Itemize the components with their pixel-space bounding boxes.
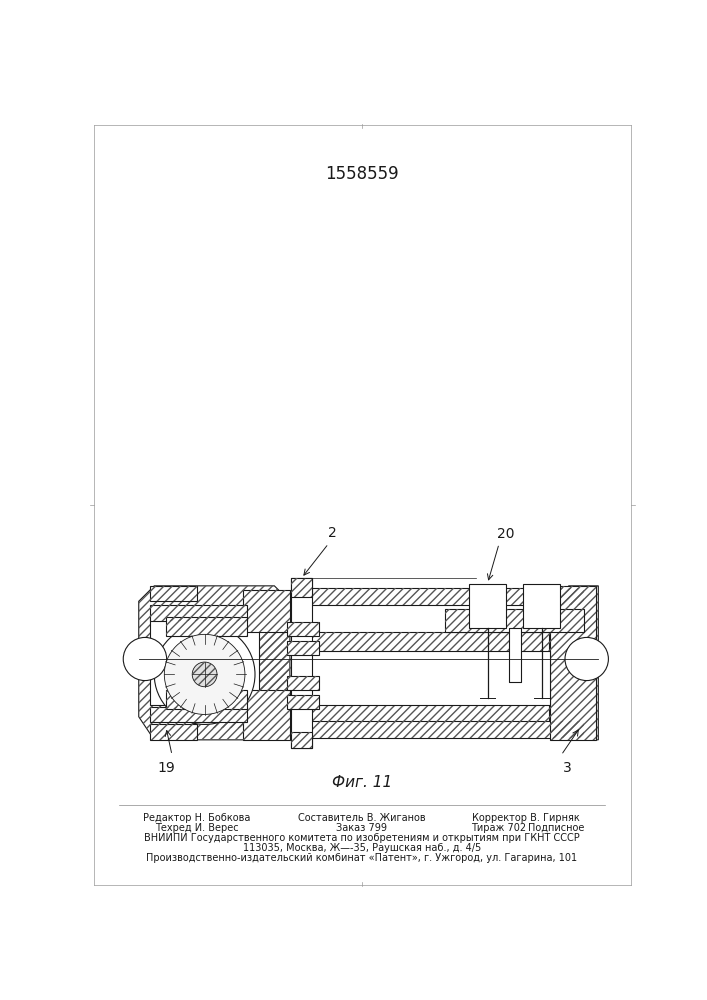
Bar: [287, 676, 320, 690]
Bar: [523, 584, 561, 628]
Bar: [291, 578, 312, 597]
Text: 1558559: 1558559: [325, 165, 399, 183]
Bar: [151, 724, 197, 740]
Bar: [291, 732, 312, 748]
Bar: [166, 690, 247, 709]
Bar: [151, 605, 247, 620]
Bar: [243, 590, 290, 632]
Text: 20: 20: [496, 527, 514, 541]
Text: Корректор В. Гирняк: Корректор В. Гирняк: [472, 813, 580, 823]
Bar: [287, 695, 320, 709]
Bar: [151, 707, 247, 722]
Circle shape: [192, 662, 217, 687]
Circle shape: [565, 637, 609, 681]
Bar: [243, 590, 290, 632]
Text: Заказ 799: Заказ 799: [337, 823, 387, 833]
Bar: [166, 617, 247, 636]
Bar: [151, 586, 197, 601]
Bar: [243, 690, 290, 740]
Bar: [287, 622, 320, 636]
Bar: [298, 721, 585, 738]
Bar: [151, 724, 197, 740]
Text: Тираж 702: Тираж 702: [471, 823, 526, 833]
Text: Производственно-издательский комбинат «Патент», г. Ужгород, ул. Гагарина, 101: Производственно-издательский комбинат «П…: [146, 853, 578, 863]
Polygon shape: [549, 586, 598, 740]
Bar: [287, 641, 320, 655]
Bar: [287, 622, 320, 636]
Bar: [287, 695, 320, 709]
Bar: [151, 707, 247, 722]
Bar: [445, 609, 585, 632]
Text: Редактор Н. Бобкова: Редактор Н. Бобкова: [144, 813, 250, 823]
Bar: [291, 732, 312, 748]
Bar: [445, 609, 585, 632]
Text: Составитель В. Жиганов: Составитель В. Жиганов: [298, 813, 426, 823]
Bar: [291, 578, 312, 597]
Circle shape: [164, 634, 245, 714]
Bar: [291, 578, 312, 748]
Text: Подписное: Подписное: [528, 823, 585, 833]
Bar: [209, 632, 585, 728]
Text: 2: 2: [328, 526, 337, 540]
Text: Фиг. 11: Фиг. 11: [332, 775, 392, 790]
Bar: [549, 586, 596, 740]
Bar: [166, 690, 247, 709]
Text: 19: 19: [157, 761, 175, 775]
Bar: [287, 676, 320, 690]
Bar: [509, 628, 521, 682]
Bar: [549, 586, 596, 740]
Bar: [243, 690, 290, 740]
Text: 3: 3: [563, 761, 572, 775]
Bar: [166, 617, 247, 636]
Bar: [209, 632, 585, 728]
Bar: [298, 588, 585, 605]
Circle shape: [154, 624, 255, 724]
Circle shape: [123, 637, 167, 681]
Text: Техред И. Верес: Техред И. Верес: [155, 823, 239, 833]
Text: 113035, Москва, Ж—-35, Раушская наб., д. 4/5: 113035, Москва, Ж—-35, Раушская наб., д.…: [243, 843, 481, 853]
Polygon shape: [139, 586, 290, 740]
Bar: [298, 721, 585, 738]
Bar: [151, 617, 259, 705]
Bar: [469, 584, 506, 628]
Bar: [287, 641, 320, 655]
Bar: [298, 588, 585, 605]
Bar: [301, 651, 549, 705]
Bar: [151, 605, 247, 620]
Text: ВНИИПИ Государственного комитета по изобретениям и открытиям при ГКНТ СССР: ВНИИПИ Государственного комитета по изоб…: [144, 833, 580, 843]
Bar: [151, 586, 197, 601]
